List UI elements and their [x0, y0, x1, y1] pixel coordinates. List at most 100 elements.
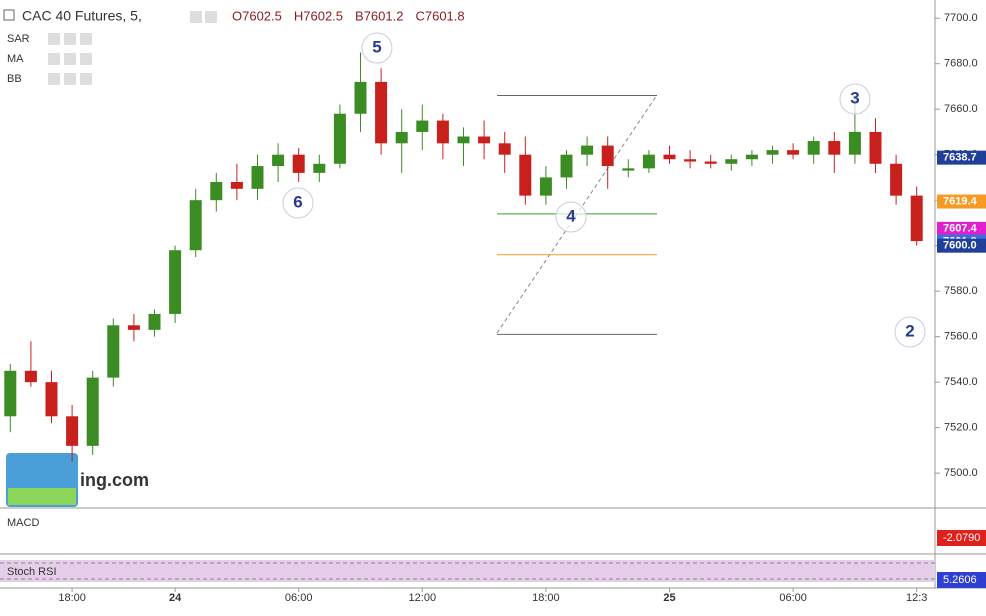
price-marker	[937, 238, 986, 253]
macd-name: MACD	[7, 517, 39, 529]
price-marker-label: 7619.4	[943, 195, 978, 207]
wave-circle	[894, 316, 926, 348]
stoch-band	[0, 560, 935, 582]
wave-circle	[555, 201, 587, 233]
candle-body	[333, 113, 346, 164]
candle-body	[375, 81, 388, 144]
candle-body	[519, 154, 532, 196]
candle-body	[828, 141, 841, 155]
stoch-value: 5.2606	[943, 574, 977, 586]
icon[interactable]	[190, 11, 202, 23]
candle-body	[601, 145, 614, 167]
indicator-icon[interactable]	[48, 73, 60, 85]
price-marker	[937, 194, 986, 209]
stoch-value-box	[937, 572, 986, 588]
y-tick-label: 7560.0	[944, 331, 978, 343]
candle-body	[86, 377, 99, 446]
candle-body	[498, 143, 511, 155]
candle-body	[642, 154, 655, 169]
indicator-icon[interactable]	[64, 73, 76, 85]
quote-value: B7601.2	[355, 8, 403, 23]
x-tick-label: 18:00	[58, 592, 86, 604]
price-marker-label: 7600.0	[943, 240, 977, 252]
candle-body	[581, 145, 594, 155]
y-tick-label: 7680.0	[944, 58, 978, 70]
candle-body	[787, 150, 800, 155]
x-tick-label: 12:00	[409, 592, 437, 604]
candle-body	[539, 177, 552, 196]
price-marker	[937, 150, 986, 165]
y-tick-label: 7660.0	[944, 103, 978, 115]
indicator-icon[interactable]	[64, 53, 76, 65]
candle-body	[210, 181, 223, 201]
icon[interactable]	[205, 11, 217, 23]
candle-body	[766, 150, 779, 155]
candle-body	[725, 159, 738, 164]
candle-body	[313, 163, 326, 173]
indicator-icon[interactable]	[48, 33, 60, 45]
indicator-name: SAR	[7, 33, 30, 45]
candle-body	[663, 154, 676, 160]
candle-body	[189, 200, 202, 251]
candle-body	[66, 416, 79, 446]
macd-value: -2.0790	[943, 532, 980, 544]
candle-body	[354, 81, 367, 114]
indicator-icon[interactable]	[80, 33, 92, 45]
candle-body	[684, 159, 697, 162]
candle-body	[622, 168, 635, 171]
quote-value: H7602.5	[294, 8, 343, 23]
candle-body	[848, 131, 861, 155]
indicator-icon[interactable]	[80, 53, 92, 65]
indicator-icon[interactable]	[64, 33, 76, 45]
x-tick-label: 12:3	[906, 592, 927, 604]
candle-body	[24, 370, 37, 383]
candle-body	[745, 154, 758, 160]
indicator-name: BB	[7, 73, 22, 85]
x-tick-label: 06:00	[779, 592, 807, 604]
header-icons	[190, 11, 217, 23]
candle-body	[395, 131, 408, 144]
wave-label: 4	[566, 206, 576, 225]
wave-label: 6	[293, 192, 302, 211]
candle-body	[107, 325, 120, 378]
candle-body	[230, 181, 243, 189]
x-tick-label: 24	[169, 592, 182, 604]
y-tick-label: 7540.0	[944, 376, 978, 388]
candle-body	[416, 120, 429, 132]
quote-value: C7601.8	[415, 8, 464, 23]
candle-body	[4, 370, 17, 417]
wave-label: 5	[372, 37, 381, 56]
watermark: ing.com	[80, 470, 149, 490]
candle-body	[292, 154, 305, 173]
collapse-icon[interactable]	[3, 9, 15, 21]
wave-label: 3	[850, 88, 859, 107]
candle-body	[45, 382, 58, 417]
candle-body	[478, 136, 491, 144]
wave-circle	[282, 187, 314, 219]
candle-body	[127, 325, 140, 330]
indicator-name: MA	[7, 53, 24, 65]
candle-body	[251, 166, 264, 189]
wave-circle	[361, 32, 393, 64]
candle-body	[807, 141, 820, 155]
candle-body	[910, 195, 923, 242]
x-tick-label: 18:00	[532, 592, 560, 604]
chart-title: CAC 40 Futures, 5,	[22, 8, 142, 24]
macd-value-box	[937, 530, 986, 546]
logo-ground	[8, 488, 76, 505]
indicator-icon[interactable]	[48, 53, 60, 65]
x-tick-label: 06:00	[285, 592, 313, 604]
candle-body	[436, 120, 449, 144]
price-marker-label: 7638.7	[943, 152, 977, 164]
price-marker-label: 7607.4	[943, 223, 978, 235]
wave-label: 2	[905, 321, 914, 340]
candle-body	[272, 154, 285, 167]
y-tick-label: 7520.0	[944, 422, 978, 434]
candle-body	[704, 161, 717, 164]
y-tick-label: 7700.0	[944, 12, 978, 24]
wave-circle	[839, 83, 871, 115]
candle-body	[169, 250, 182, 314]
indicator-icon[interactable]	[80, 73, 92, 85]
